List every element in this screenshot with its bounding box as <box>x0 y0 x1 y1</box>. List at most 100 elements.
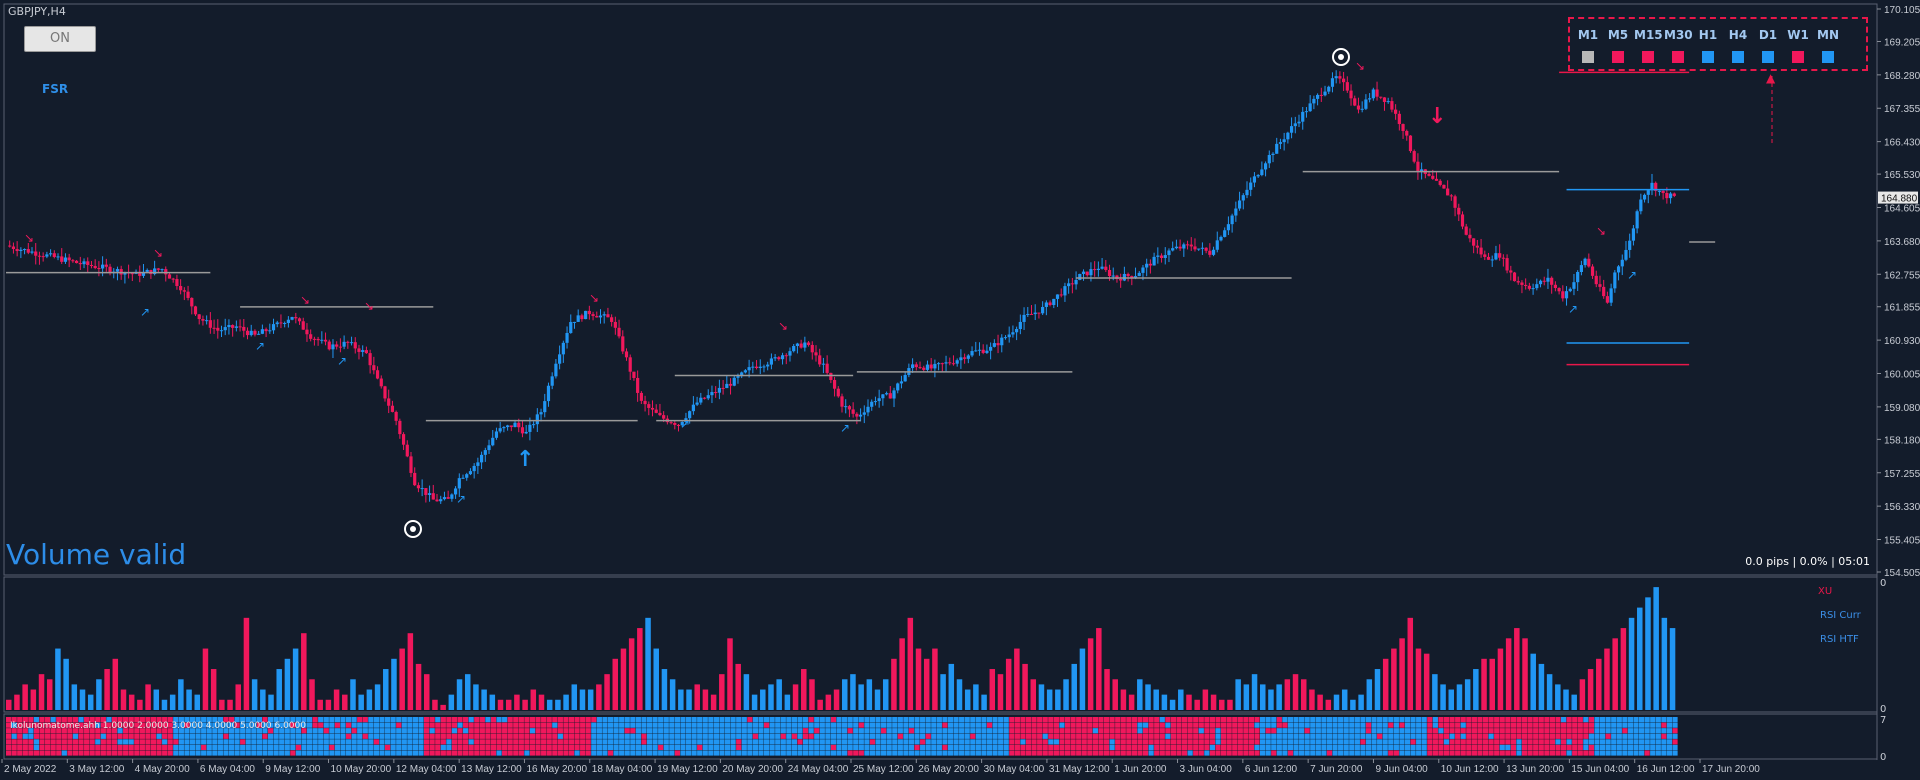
rsi-cell <box>1471 744 1477 751</box>
rsi-cell <box>1672 722 1678 728</box>
rsi-cell <box>396 728 402 734</box>
rsi-cell <box>184 744 190 751</box>
rsi-cell <box>1377 717 1383 723</box>
rsi-cell <box>306 744 313 751</box>
rsi-cell <box>178 728 184 734</box>
rsi-cell <box>747 717 753 723</box>
volume-bar <box>866 679 873 710</box>
volume-bar <box>464 674 471 710</box>
rsi-cell <box>630 744 636 751</box>
rsi-cell <box>217 728 223 734</box>
rsi-cell <box>1276 722 1282 728</box>
rsi-cell <box>925 744 931 751</box>
candle-body <box>669 422 673 424</box>
rsi-cell <box>1243 722 1249 728</box>
rsi-cell <box>858 722 864 728</box>
rsi-cell <box>680 722 686 728</box>
rsi-cell <box>1599 750 1606 756</box>
candle-body <box>63 257 68 262</box>
rsi-cell <box>1393 728 1399 734</box>
rsi-cell <box>763 739 770 745</box>
rsi-cell <box>1087 750 1093 756</box>
rsi-cell <box>100 739 106 745</box>
rsi-cell <box>942 722 948 728</box>
rsi-cell <box>284 728 290 734</box>
rsi-cell <box>658 728 664 734</box>
rsi-cell <box>931 722 937 728</box>
rsi-cell <box>1605 728 1611 734</box>
rsi-cell <box>373 733 380 739</box>
rsi-cell <box>1265 717 1271 723</box>
rsi-cell <box>797 744 803 751</box>
candle-body <box>1282 139 1286 143</box>
candle-body <box>1505 258 1509 271</box>
rsi-cell <box>903 717 909 723</box>
volume-bar <box>1374 669 1381 710</box>
rsi-cell <box>1315 744 1321 751</box>
rsi-cell <box>685 750 692 756</box>
on-button[interactable]: ON <box>24 26 96 52</box>
rsi-cell <box>84 722 90 728</box>
candle-body <box>335 344 339 347</box>
rsi-cell <box>1416 744 1422 751</box>
rsi-cell <box>1025 722 1032 728</box>
mtf-label-h1: H1 <box>1698 28 1718 42</box>
rsi-cell <box>646 739 653 745</box>
rsi-cell <box>886 750 892 756</box>
rsi-cell <box>719 733 725 739</box>
y-tick-label: 154.505 <box>1884 568 1920 579</box>
vol-scale-bottom: 0 <box>1880 704 1886 715</box>
candle-body <box>1193 246 1197 250</box>
volume-bar <box>79 689 86 710</box>
rsi-cell <box>892 733 898 739</box>
candle-body <box>680 421 684 426</box>
rsi-cell <box>228 728 235 734</box>
rsi-cell <box>1427 750 1433 756</box>
sell-arrow-icon: ↓ <box>1428 104 1446 129</box>
rsi-cell <box>775 733 781 739</box>
candle-body <box>1460 214 1465 227</box>
rsi-cell <box>206 733 212 739</box>
rsi-cell <box>1371 722 1377 728</box>
rsi-cell <box>1365 739 1372 745</box>
rsi-cell <box>1644 722 1650 728</box>
mtf-label-mn: MN <box>1817 28 1839 42</box>
rsi-cell <box>1343 750 1349 756</box>
rsi-cell <box>1349 733 1355 739</box>
volume-bar <box>1341 689 1348 710</box>
rsi-cell <box>479 739 485 745</box>
rsi-cell <box>1076 739 1082 745</box>
rsi-cell <box>1672 717 1678 723</box>
rsi-cell <box>641 722 647 728</box>
rsi-cell <box>150 739 157 745</box>
candle-body <box>1107 269 1112 277</box>
candle-body <box>353 342 357 349</box>
rsi-cell <box>1544 744 1550 751</box>
rsi-cell <box>390 739 396 745</box>
volume-bar <box>1505 638 1512 710</box>
candle-body <box>985 350 989 353</box>
rsi-cell <box>329 717 335 723</box>
rsi-cell <box>741 744 747 751</box>
rsi-cell <box>1365 722 1372 728</box>
rsi-cell <box>947 744 954 751</box>
rsi-cell <box>791 739 798 745</box>
rsi-cell <box>1432 722 1438 728</box>
rsi-cell <box>1616 717 1622 723</box>
rsi-cell <box>875 733 881 739</box>
rsi-cell <box>1048 728 1054 734</box>
volume-bar <box>546 699 553 710</box>
rsi-cell <box>245 739 251 745</box>
volume-bar <box>448 694 455 710</box>
rsi-cell <box>1037 733 1043 739</box>
rsi-cell <box>1427 744 1433 751</box>
candle-body <box>710 392 714 396</box>
candle-body <box>847 406 852 410</box>
rsi-cell <box>513 728 519 734</box>
legend-rsi-htf: RSI HTF <box>1820 634 1859 645</box>
rsi-cell <box>1416 717 1422 723</box>
rsi-cell <box>663 717 669 723</box>
candle-body <box>1301 111 1305 122</box>
rsi-cell <box>1622 717 1628 723</box>
